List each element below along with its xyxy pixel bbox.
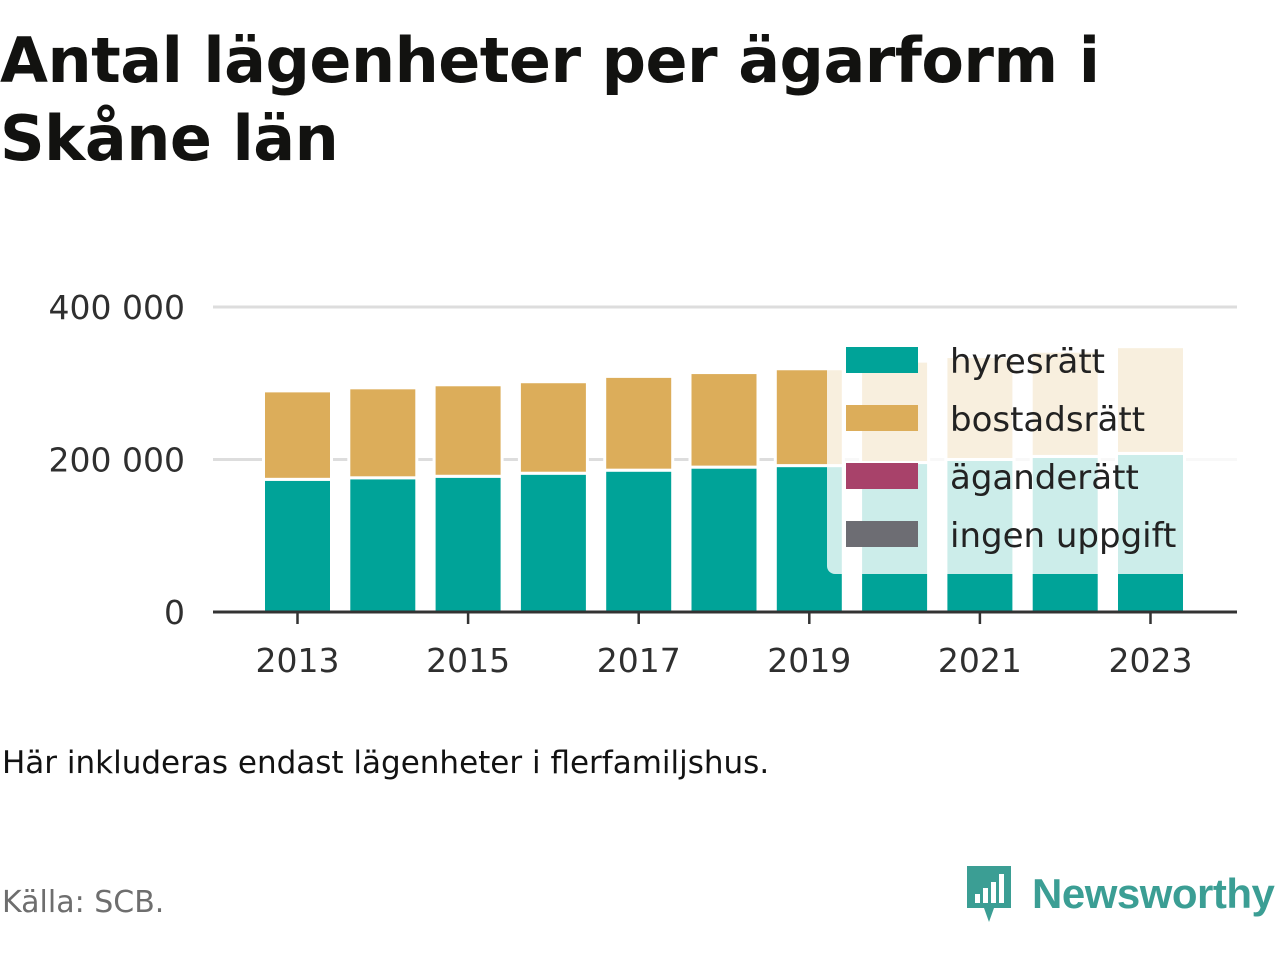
x-tick-label: 2015 xyxy=(426,641,510,680)
legend-label: hyresrätt xyxy=(950,342,1105,382)
legend-swatch xyxy=(846,405,918,431)
x-tick-label: 2021 xyxy=(938,641,1022,680)
brand-name: Newsworthy xyxy=(1032,870,1275,917)
legend-label: ingen uppgift xyxy=(950,516,1176,556)
legend-swatch xyxy=(846,521,918,547)
bar-segment xyxy=(262,477,333,614)
legend-swatch xyxy=(846,463,918,489)
x-tick-label: 2019 xyxy=(767,641,851,680)
bar-segment xyxy=(688,465,760,614)
newsworthy-bar-chart-icon xyxy=(967,866,1011,922)
x-tick-label: 2013 xyxy=(256,641,340,680)
bar-segment xyxy=(432,383,504,478)
chart-note: Här inkluderas endast lägenheter i flerf… xyxy=(2,745,770,781)
chart-title: Antal lägenheter per ägarform i Skåne lä… xyxy=(0,24,1100,175)
x-tick-label: 2017 xyxy=(597,641,681,680)
newsworthy-logo: Newsworthy xyxy=(964,862,1275,926)
bar-segment xyxy=(347,386,419,480)
bar-segment xyxy=(688,371,760,469)
legend-swatch xyxy=(846,347,918,373)
source-text: Källa: SCB. xyxy=(2,885,165,920)
bar-segment xyxy=(517,380,589,475)
axes: 0 200 000 400 000 2013 2015 2017 2019 2021 2023 xyxy=(49,288,1237,680)
legend-background xyxy=(827,327,1237,574)
bar-segment xyxy=(603,468,675,614)
legend-label: bostadsrätt xyxy=(950,400,1145,440)
bar-segment xyxy=(603,374,675,472)
x-tick-label: 2023 xyxy=(1109,641,1193,680)
legend-label: äganderätt xyxy=(950,458,1139,498)
y-tick-label: 400 000 xyxy=(49,288,185,327)
legend: hyresrätt bostadsrätt äganderätt ingen uppg… xyxy=(827,327,1237,574)
bar-segment xyxy=(517,471,589,614)
bar-segment xyxy=(432,474,504,614)
bar-segment xyxy=(262,389,333,481)
bar-segment xyxy=(347,476,419,614)
y-tick-label: 0 xyxy=(164,593,185,632)
y-tick-label: 200 000 xyxy=(49,441,185,480)
